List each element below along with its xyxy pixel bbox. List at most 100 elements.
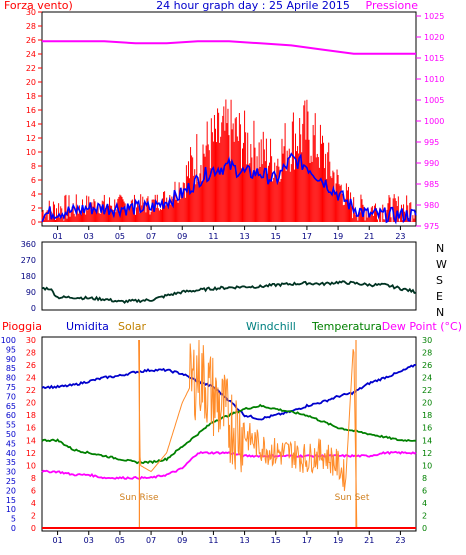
temperature-tick-label: 10: [422, 461, 432, 470]
humidity-tick-label: 50: [6, 430, 16, 439]
temperature-tick-label: 26: [422, 361, 432, 370]
pressure-tick-label: 975: [424, 222, 439, 231]
humidity-tick-label: 70: [6, 392, 16, 401]
hour-tick-label: 11: [208, 232, 218, 241]
humidity-tick-label: 35: [6, 458, 16, 467]
hour-tick-label: 09: [177, 232, 187, 241]
pressure-tick-label: 1000: [424, 117, 444, 126]
hour-tick-label: 07: [146, 536, 156, 545]
rain-label: Pioggia: [2, 320, 42, 333]
temperature-tick-label: 6: [422, 486, 427, 495]
temperature-tick-label: 28: [422, 349, 432, 358]
humidity-tick-label: 90: [6, 355, 16, 364]
wind-tick-label: 0: [31, 218, 36, 227]
hour-tick-label: 17: [302, 536, 312, 545]
humidity-tick-label: 25: [6, 477, 16, 486]
dewpoint-line: [41, 450, 417, 480]
hour-tick-label: 07: [146, 232, 156, 241]
hour-tick-label: 17: [302, 232, 312, 241]
hour-tick-label: 15: [271, 536, 281, 545]
rain-tick-label: 14: [26, 436, 36, 445]
hour-tick-label: 21: [364, 232, 374, 241]
rain-tick-label: 18: [26, 411, 36, 420]
compass-label: S: [436, 274, 443, 287]
wind-tick-label: 20: [26, 78, 36, 87]
hour-tick-label: 15: [271, 232, 281, 241]
rain-tick-label: 24: [26, 374, 36, 383]
wind-tick-label: 6: [31, 176, 36, 185]
humidity-tick-label: 0: [11, 524, 16, 533]
humidity-tick-label: 15: [6, 496, 16, 505]
humidity-tick-label: 100: [1, 336, 16, 345]
rain-tick-label: 20: [26, 399, 36, 408]
hour-tick-label: 23: [395, 232, 405, 241]
rain-tick-label: 12: [26, 449, 36, 458]
wind-tick-label: 4: [31, 190, 36, 199]
compass-label: N: [436, 306, 444, 319]
wind-tick-label: 2: [31, 204, 36, 213]
pressure-line: [42, 40, 416, 55]
rain-tick-label: 30: [26, 336, 36, 345]
temperature-line: [41, 403, 417, 465]
temperature-tick-label: 20: [422, 399, 432, 408]
sunset-label: Sun Set: [335, 493, 370, 503]
hour-tick-label: 03: [84, 536, 94, 545]
temperature-tick-label: 30: [422, 336, 432, 345]
pressure-tick-label: 1015: [424, 54, 444, 63]
hour-tick-label: 13: [239, 232, 249, 241]
pressure-tick-label: 1020: [424, 33, 444, 42]
humidity-tick-label: 40: [6, 449, 16, 458]
temperature-tick-label: 16: [422, 424, 432, 433]
hour-tick-label: 05: [115, 536, 125, 545]
pressure-tick-label: 1005: [424, 96, 444, 105]
rain-tick-label: 8: [31, 474, 36, 483]
hour-tick-label: 19: [333, 536, 343, 545]
compass-label: E: [436, 290, 443, 303]
compass-label: W: [436, 258, 447, 271]
wind-tick-label: 30: [26, 8, 36, 17]
temperature-tick-label: 4: [422, 499, 427, 508]
solar-label: Solar: [118, 320, 147, 333]
wind-tick-label: 10: [26, 148, 36, 157]
wind-direction-line: [41, 280, 417, 305]
pressure-tick-label: 980: [424, 201, 439, 210]
hour-tick-label: 01: [52, 232, 62, 241]
humidity-line: [41, 363, 417, 421]
pressure-tick-label: 985: [424, 180, 439, 189]
hour-tick-label: 19: [333, 232, 343, 241]
temperature-tick-label: 22: [422, 386, 432, 395]
humidity-label: Umidita: [66, 320, 109, 333]
hour-tick-label: 03: [84, 232, 94, 241]
pressure-tick-label: 1010: [424, 75, 444, 84]
rain-tick-label: 2: [31, 511, 36, 520]
humidity-tick-label: 5: [11, 515, 16, 524]
rain-tick-label: 6: [31, 486, 36, 495]
humidity-tick-label: 75: [6, 383, 16, 392]
rain-tick-label: 0: [31, 524, 36, 533]
pressure-tick-label: 1025: [424, 12, 444, 21]
rain-tick-label: 28: [26, 349, 36, 358]
hour-tick-label: 09: [177, 536, 187, 545]
humidity-tick-label: 45: [6, 439, 16, 448]
bottom-panel: Pioggia Umidita Solar Windchill Temperat…: [1, 320, 462, 545]
solar-line: [138, 339, 358, 529]
humidity-tick-label: 95: [6, 345, 16, 354]
humidity-tick-label: 85: [6, 364, 16, 373]
direction-tick-label: 90: [26, 288, 36, 297]
mid-plot-frame: [41, 241, 417, 311]
temperature-label: Temperatura: [311, 320, 382, 333]
wind-tick-label: 16: [26, 106, 36, 115]
compass-label: N: [436, 242, 444, 255]
hour-tick-label: 23: [395, 536, 405, 545]
wind-axis-label: Forza vento): [4, 0, 73, 12]
temperature-tick-label: 12: [422, 449, 432, 458]
temperature-tick-label: 2: [422, 511, 427, 520]
wind-tick-label: 22: [26, 64, 36, 73]
rain-tick-label: 22: [26, 386, 36, 395]
dewpoint-label: Dew Point (°C): [382, 320, 462, 333]
sunrise-label: Sun Rise: [120, 493, 159, 503]
wind-tick-label: 12: [26, 134, 36, 143]
rain-tick-label: 16: [26, 424, 36, 433]
humidity-tick-label: 30: [6, 468, 16, 477]
